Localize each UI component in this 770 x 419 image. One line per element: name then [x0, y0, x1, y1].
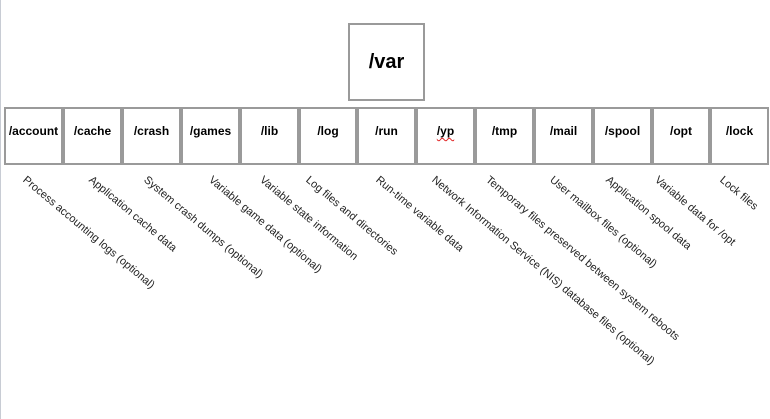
directory-label: /account: [9, 124, 58, 138]
directory-label: /opt: [670, 124, 692, 138]
root-directory-label: /var: [369, 51, 405, 74]
directory-box-mail: /mail: [534, 107, 593, 165]
directory-label: /cache: [74, 124, 111, 138]
directory-box-yp: /yp: [416, 107, 475, 165]
directory-label: /lib: [261, 124, 278, 138]
directory-box-spool: /spool: [593, 107, 652, 165]
directory-label: /lock: [726, 124, 753, 138]
directory-label: /crash: [134, 124, 169, 138]
directory-box-lock: /lock: [710, 107, 769, 165]
directory-box-account: /account: [4, 107, 63, 165]
directory-label: /run: [375, 124, 398, 138]
directory-label: /yp: [437, 124, 454, 138]
directory-label: /spool: [605, 124, 640, 138]
directory-label: /log: [317, 124, 338, 138]
directory-label: /tmp: [492, 124, 517, 138]
directory-box-cache: /cache: [63, 107, 122, 165]
directory-description-lock: Lock files: [717, 174, 760, 213]
directory-description-crash: System crash dumps (optional): [141, 174, 265, 281]
directory-box-log: /log: [299, 107, 357, 165]
page-left-border: [0, 0, 1, 419]
directory-box-run: /run: [357, 107, 416, 165]
directory-label: /games: [190, 124, 231, 138]
directory-box-games: /games: [181, 107, 240, 165]
root-directory-box: /var: [348, 23, 425, 101]
directory-description-mail: User mailbox files (optional): [547, 174, 659, 270]
directory-label: /mail: [550, 124, 577, 138]
directory-box-crash: /crash: [122, 107, 181, 165]
directory-box-tmp: /tmp: [475, 107, 534, 165]
directory-description-yp: Network Information Service (NIS) databa…: [429, 174, 656, 368]
directory-description-account: Process accounting logs (optional): [20, 174, 157, 291]
directory-box-opt: /opt: [652, 107, 710, 165]
directory-box-lib: /lib: [240, 107, 299, 165]
